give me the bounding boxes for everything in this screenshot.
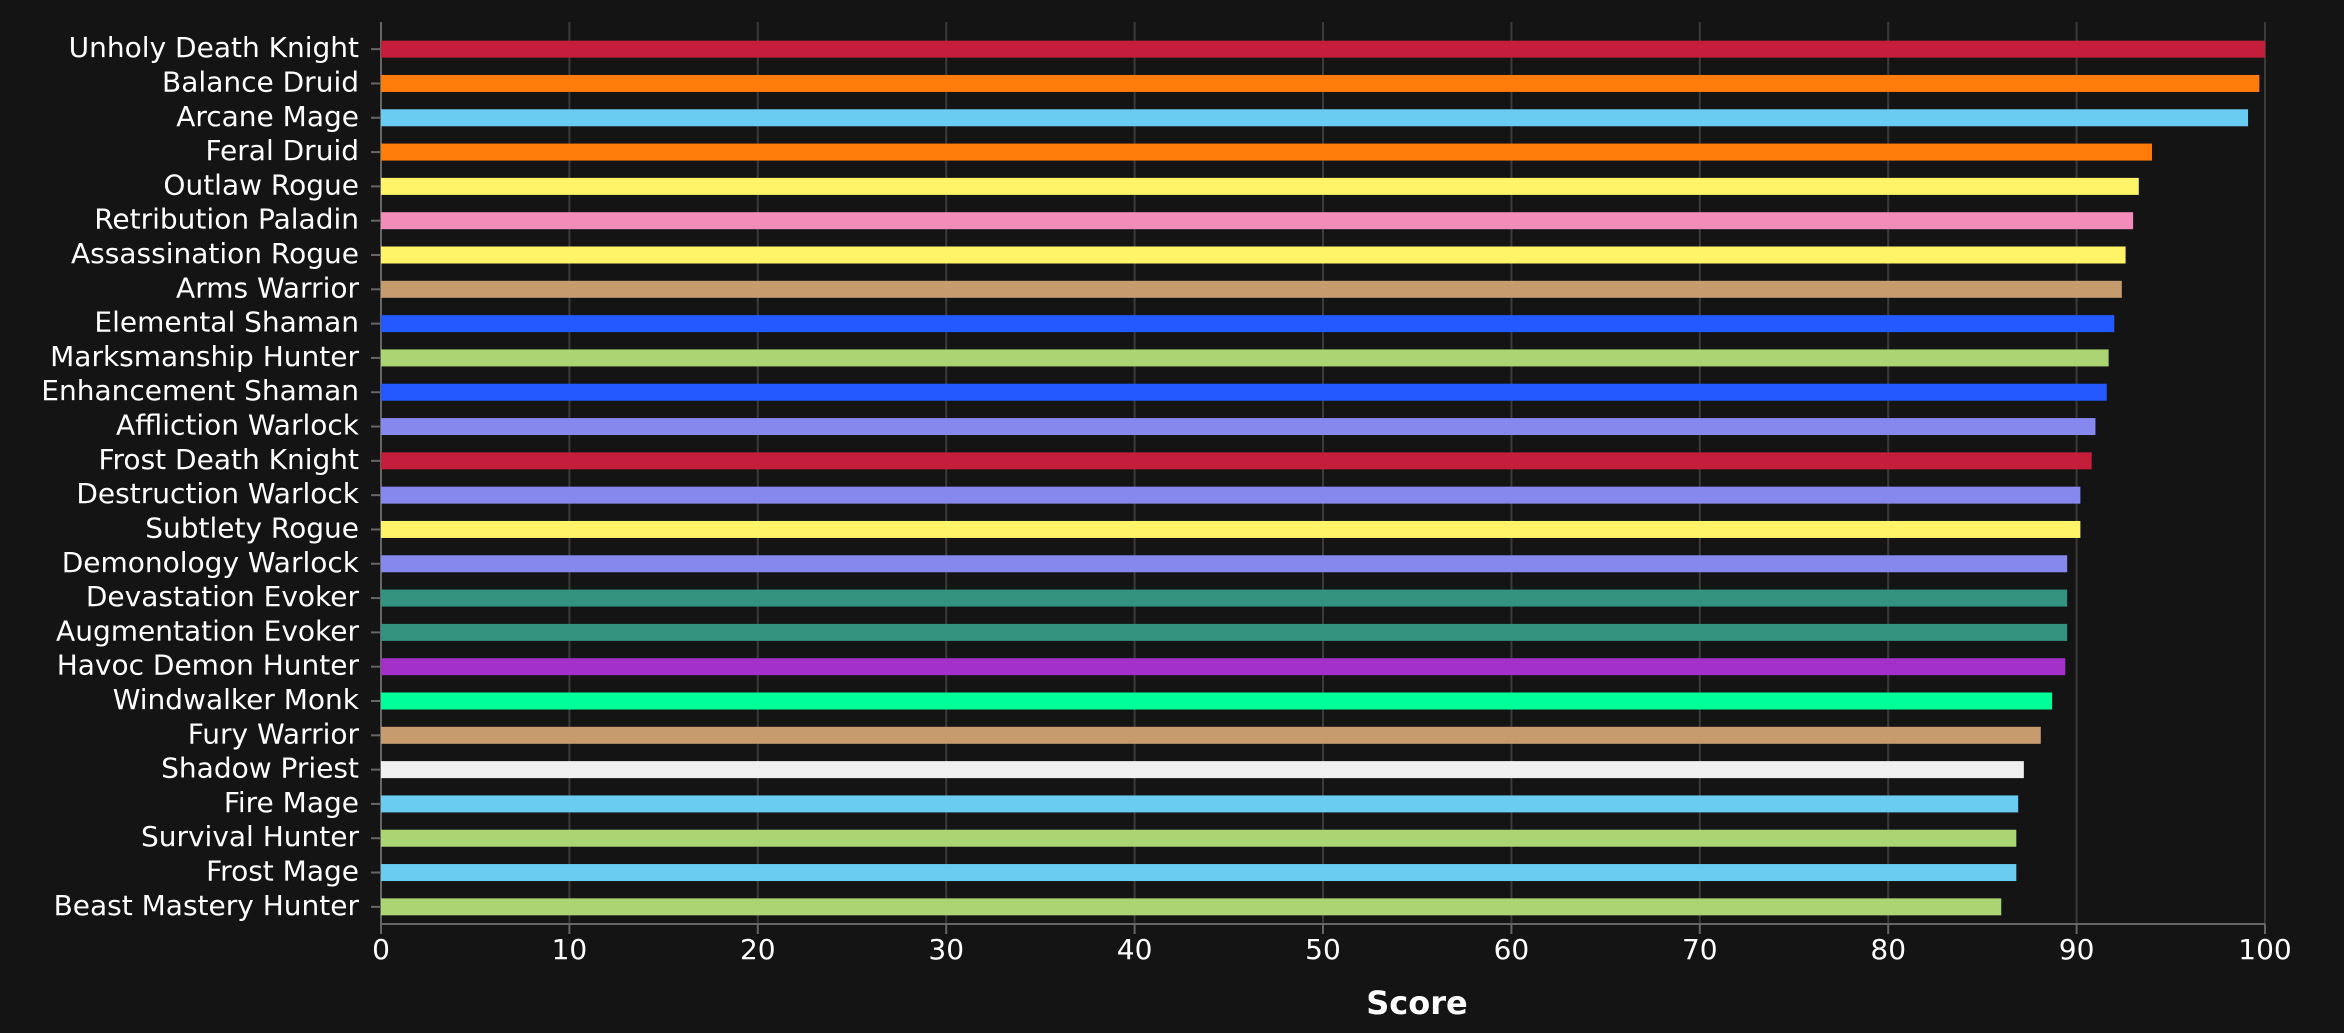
y-tick-label: Survival Hunter	[141, 820, 360, 853]
y-tick-label: Balance Druid	[162, 65, 359, 98]
bar	[381, 349, 2109, 367]
bar	[381, 795, 2019, 813]
bar	[381, 555, 2068, 573]
x-tick-label: 0	[372, 933, 390, 966]
bar	[381, 418, 2096, 436]
bar	[381, 143, 2152, 161]
bar	[381, 486, 2081, 504]
x-tick-label: 30	[928, 933, 964, 966]
bar	[381, 246, 2126, 264]
bar	[381, 726, 2041, 744]
bar	[381, 864, 2017, 882]
y-tick-label: Beast Mastery Hunter	[54, 889, 360, 922]
y-tick-label: Affliction Warlock	[116, 409, 360, 442]
y-tick-label: Fire Mage	[224, 786, 359, 819]
y-tick-label: Retribution Paladin	[94, 203, 359, 236]
x-axis-label: Score	[1366, 984, 1467, 1022]
y-tick-label: Demonology Warlock	[62, 546, 360, 579]
x-tick-label: 70	[1682, 933, 1718, 966]
bar	[381, 74, 2260, 92]
y-tick-label: Outlaw Rogue	[163, 168, 359, 201]
y-tick-label: Frost Mage	[206, 855, 359, 888]
bar	[381, 761, 2024, 779]
x-tick-label: 100	[2238, 933, 2291, 966]
x-tick-label: 20	[740, 933, 776, 966]
bar	[381, 692, 2053, 710]
bar	[381, 589, 2068, 607]
y-tick-label: Devastation Evoker	[86, 580, 360, 613]
bar	[381, 658, 2066, 676]
y-tick-label: Shadow Priest	[161, 752, 359, 785]
x-tick-label: 10	[552, 933, 588, 966]
y-tick-label: Elemental Shaman	[94, 306, 359, 339]
y-tick-label: Feral Druid	[205, 134, 359, 167]
y-tick-label: Enhancement Shaman	[41, 374, 359, 407]
y-tick-label: Augmentation Evoker	[56, 614, 359, 647]
y-tick-label: Unholy Death Knight	[69, 31, 359, 64]
x-tick-label: 90	[2059, 933, 2095, 966]
y-tick-label: Assassination Rogue	[71, 237, 359, 270]
bar	[381, 383, 2107, 401]
bar	[381, 315, 2115, 333]
x-tick-label: 60	[1494, 933, 1530, 966]
y-tick-label: Havoc Demon Hunter	[57, 649, 360, 682]
x-tick-label: 80	[1870, 933, 1906, 966]
y-tick-label: Destruction Warlock	[76, 477, 359, 510]
y-tick-label: Marksmanship Hunter	[50, 340, 359, 373]
bar	[381, 898, 2002, 916]
bar	[381, 109, 2249, 127]
x-tick-label: 40	[1117, 933, 1153, 966]
bar	[381, 520, 2081, 538]
bar	[381, 623, 2068, 641]
x-tick-label: 50	[1305, 933, 1341, 966]
bar	[381, 280, 2122, 298]
y-tick-label: Subtlety Rogue	[145, 511, 359, 544]
bar	[381, 829, 2017, 847]
y-tick-label: Frost Death Knight	[98, 443, 359, 476]
y-tick-label: Arcane Mage	[176, 100, 359, 133]
y-tick-label: Arms Warrior	[176, 271, 359, 304]
bar	[381, 40, 2265, 58]
y-tick-label: Windwalker Monk	[113, 683, 360, 716]
bar	[381, 452, 2092, 470]
bar	[381, 177, 2139, 195]
y-tick-label: Fury Warrior	[188, 717, 360, 750]
bar	[381, 212, 2134, 230]
